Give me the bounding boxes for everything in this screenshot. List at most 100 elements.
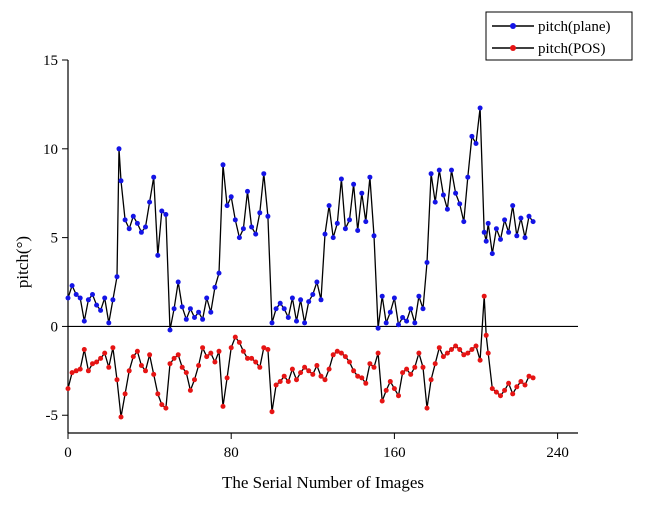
data-point (187, 387, 193, 393)
data-point (196, 309, 202, 315)
data-point (265, 213, 271, 219)
data-point (261, 171, 267, 177)
data-point (110, 345, 116, 351)
x-ticks: 0 80 160 240 (64, 433, 569, 461)
data-point (90, 292, 95, 297)
data-point (273, 306, 279, 312)
data-point (436, 345, 442, 351)
data-point (77, 295, 83, 301)
data-point (338, 350, 344, 356)
data-point (245, 188, 250, 194)
data-point (289, 366, 295, 372)
data-point (216, 270, 222, 276)
data-point (359, 190, 365, 196)
data-point (273, 382, 279, 388)
data-point (289, 295, 295, 301)
legend-label: pitch(plane) (538, 19, 610, 35)
plot-area (65, 105, 536, 420)
data-point (183, 370, 189, 376)
data-point (81, 318, 87, 324)
data-point (143, 224, 148, 230)
data-point (228, 194, 234, 200)
data-point (387, 309, 393, 315)
series-plane (65, 105, 536, 333)
data-point (134, 220, 140, 226)
data-point (330, 235, 336, 241)
data-point (518, 379, 524, 384)
data-point (281, 306, 287, 312)
data-point (412, 364, 418, 370)
data-point (249, 224, 255, 230)
data-point (269, 320, 275, 326)
data-point (375, 325, 381, 331)
data-point (383, 320, 389, 326)
data-point (171, 355, 177, 361)
data-point (432, 361, 438, 367)
data-point (453, 190, 459, 196)
data-point (342, 226, 348, 232)
data-point (98, 307, 104, 313)
data-point (224, 203, 230, 209)
data-point (526, 373, 532, 379)
data-point (330, 352, 336, 358)
data-point (118, 178, 124, 184)
data-point (493, 226, 499, 232)
data-point (318, 373, 324, 379)
data-point (493, 389, 499, 395)
data-point (285, 379, 291, 384)
data-point (302, 364, 308, 370)
data-point (514, 384, 520, 390)
data-point (428, 171, 434, 177)
y-axis-label: pitch(°) (13, 236, 32, 288)
data-point (98, 355, 104, 361)
data-point (502, 217, 508, 223)
data-point (326, 203, 332, 209)
data-point (310, 371, 316, 377)
data-point (102, 295, 108, 301)
data-point (322, 377, 328, 383)
data-point (163, 405, 169, 411)
data-point (338, 176, 344, 182)
data-point (522, 382, 528, 388)
data-point (453, 343, 459, 349)
data-point (253, 359, 259, 365)
data-point (449, 347, 454, 352)
data-point (449, 167, 454, 173)
data-point (220, 403, 226, 409)
data-point (334, 220, 340, 226)
data-point (351, 368, 357, 374)
data-point (506, 380, 512, 386)
data-point (498, 393, 503, 399)
data-point (102, 350, 108, 356)
data-point (265, 347, 271, 352)
data-point (306, 368, 312, 374)
data-point (367, 174, 373, 180)
data-point (322, 231, 328, 237)
data-point (200, 316, 206, 322)
data-point (363, 380, 369, 386)
data-point (73, 368, 79, 374)
data-point (147, 199, 153, 205)
data-point (236, 235, 242, 241)
data-point (379, 293, 385, 299)
data-point (232, 334, 238, 340)
data-point (473, 141, 479, 146)
data-point (481, 293, 487, 299)
data-point (379, 398, 385, 404)
data-point (298, 297, 304, 303)
data-point (175, 352, 181, 358)
data-point (249, 355, 255, 361)
data-point (155, 252, 161, 258)
data-point (114, 377, 120, 383)
data-point (294, 318, 299, 324)
data-point (416, 350, 422, 356)
data-point (224, 375, 230, 381)
data-point (444, 350, 450, 356)
data-point (457, 347, 463, 352)
legend-label: pitch(POS) (538, 41, 606, 57)
data-point (510, 203, 516, 209)
data-point (481, 229, 487, 235)
legend: pitch(plane) pitch(POS) (485, 11, 633, 61)
x-tick-label: 0 (64, 445, 72, 461)
data-point (122, 391, 128, 397)
